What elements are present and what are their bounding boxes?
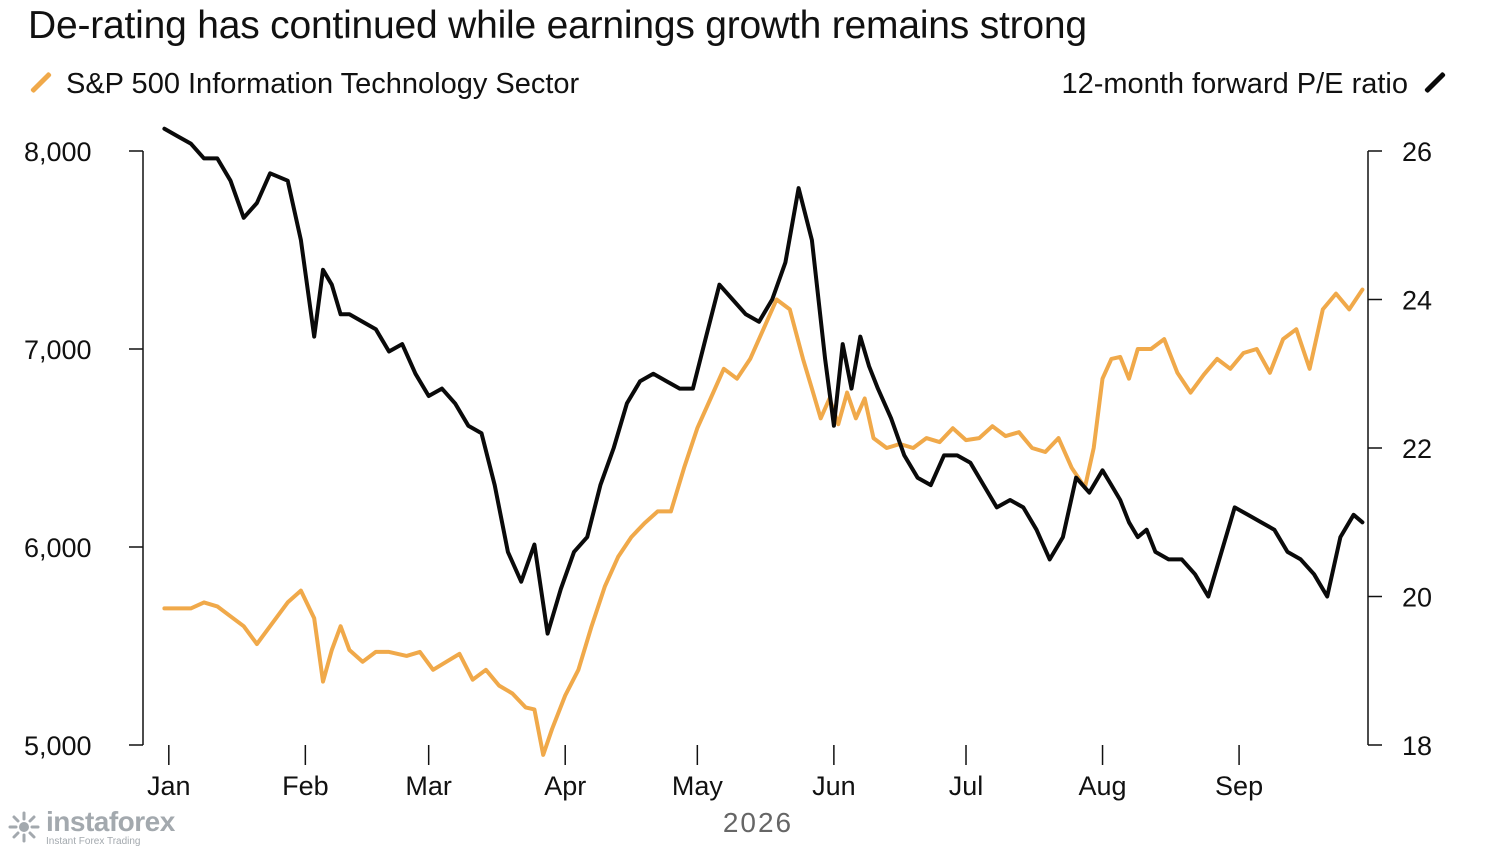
x-tick-label: Mar: [405, 771, 452, 801]
x-tick-label: May: [672, 771, 724, 801]
series-line-sector: [162, 287, 1365, 757]
x-tick-label: Apr: [544, 771, 586, 801]
legend-sector-label: S&P 500 Information Technology Sector: [66, 68, 580, 100]
y-right-tick-label: 22: [1402, 434, 1432, 464]
y-right-tick-label: 20: [1402, 583, 1432, 613]
legend-pe-label: 12-month forward P/E ratio: [1061, 68, 1408, 100]
x-tick-label: Feb: [282, 771, 329, 801]
y-left-tick-label: 7,000: [24, 335, 92, 365]
watermark-brand: instaforex: [46, 805, 175, 837]
x-axis-year-label: 2026: [723, 807, 793, 838]
chart-title: De-rating has continued while earnings g…: [28, 4, 1087, 47]
y-right-tick-label: 26: [1402, 137, 1432, 167]
watermark: instaforex Instant Forex Trading: [0, 804, 180, 850]
y-right-tick-label: 24: [1402, 286, 1432, 316]
y-right-tick-label: 18: [1402, 731, 1432, 761]
x-tick-label: Jun: [812, 771, 856, 801]
axes-group: 8,000 7,000 6,000 5,000 26 24 22 20 18 Jan Feb Mar A…: [24, 137, 1432, 801]
series-group: [162, 126, 1365, 757]
x-tick-label: Aug: [1079, 771, 1127, 801]
y-left-tick-label: 8,000: [24, 137, 92, 167]
legend-sector: S&P 500 Information Technology Sector: [28, 68, 579, 101]
series-line-pe: [162, 126, 1365, 636]
x-tick-label: Jul: [949, 771, 984, 801]
x-tick-label: Sep: [1215, 771, 1263, 801]
legend-pe: 12-month forward P/E ratio: [1061, 68, 1448, 101]
watermark-tagline: Instant Forex Trading: [46, 835, 141, 847]
x-tick-label: Jan: [147, 771, 191, 801]
y-left-tick-label: 6,000: [24, 533, 92, 563]
y-left-tick-label: 5,000: [24, 731, 92, 761]
instaforex-logo-icon: [8, 811, 40, 843]
